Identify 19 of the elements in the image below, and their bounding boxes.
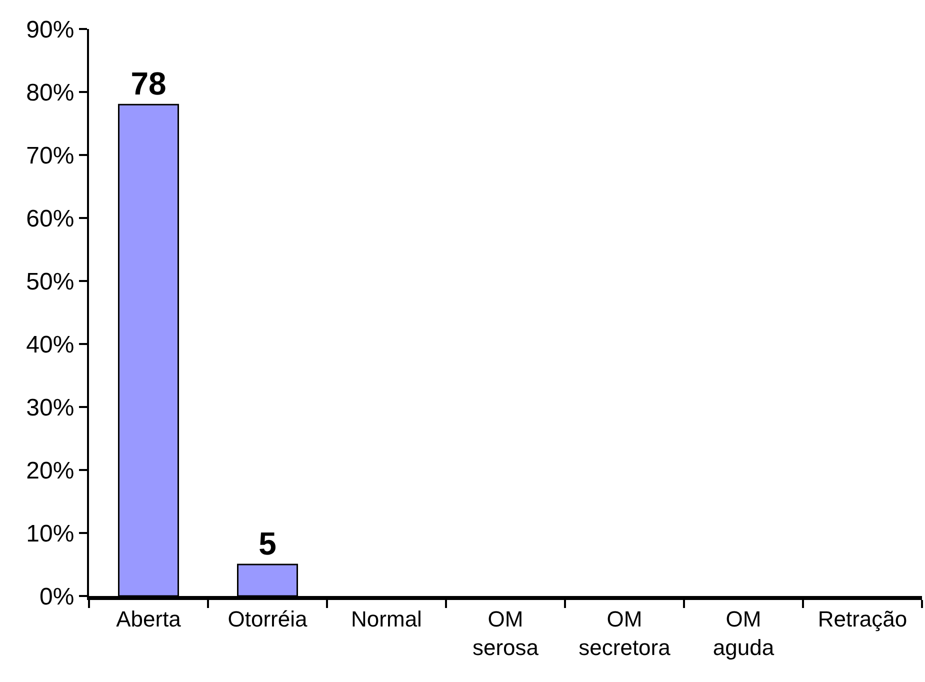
x-tick-label: OM serosa bbox=[472, 606, 540, 660]
y-tick-label: 50% bbox=[26, 268, 74, 296]
x-tick-label: OM aguda bbox=[712, 606, 775, 660]
x-tick-label: Retração bbox=[818, 606, 908, 632]
x-tick-label: Otorréia bbox=[228, 606, 308, 632]
data-label: 5 bbox=[258, 526, 276, 562]
y-tick-label: 70% bbox=[26, 142, 74, 170]
y-tick-label: 10% bbox=[26, 520, 74, 548]
data-label: 78 bbox=[130, 66, 166, 102]
y-tick-label: 80% bbox=[26, 79, 74, 106]
y-tick-label: 30% bbox=[26, 394, 74, 422]
y-tick-label: 0% bbox=[40, 583, 74, 610]
y-tick-label: 90% bbox=[26, 16, 74, 44]
x-tick-label: OM secretora bbox=[578, 606, 672, 660]
x-tick-label: Aberta bbox=[116, 606, 182, 632]
y-tick-label: 40% bbox=[26, 331, 74, 358]
y-tick-label: 60% bbox=[26, 205, 74, 232]
x-tick-label: Normal bbox=[351, 606, 422, 632]
y-tick-label: 20% bbox=[26, 457, 74, 484]
